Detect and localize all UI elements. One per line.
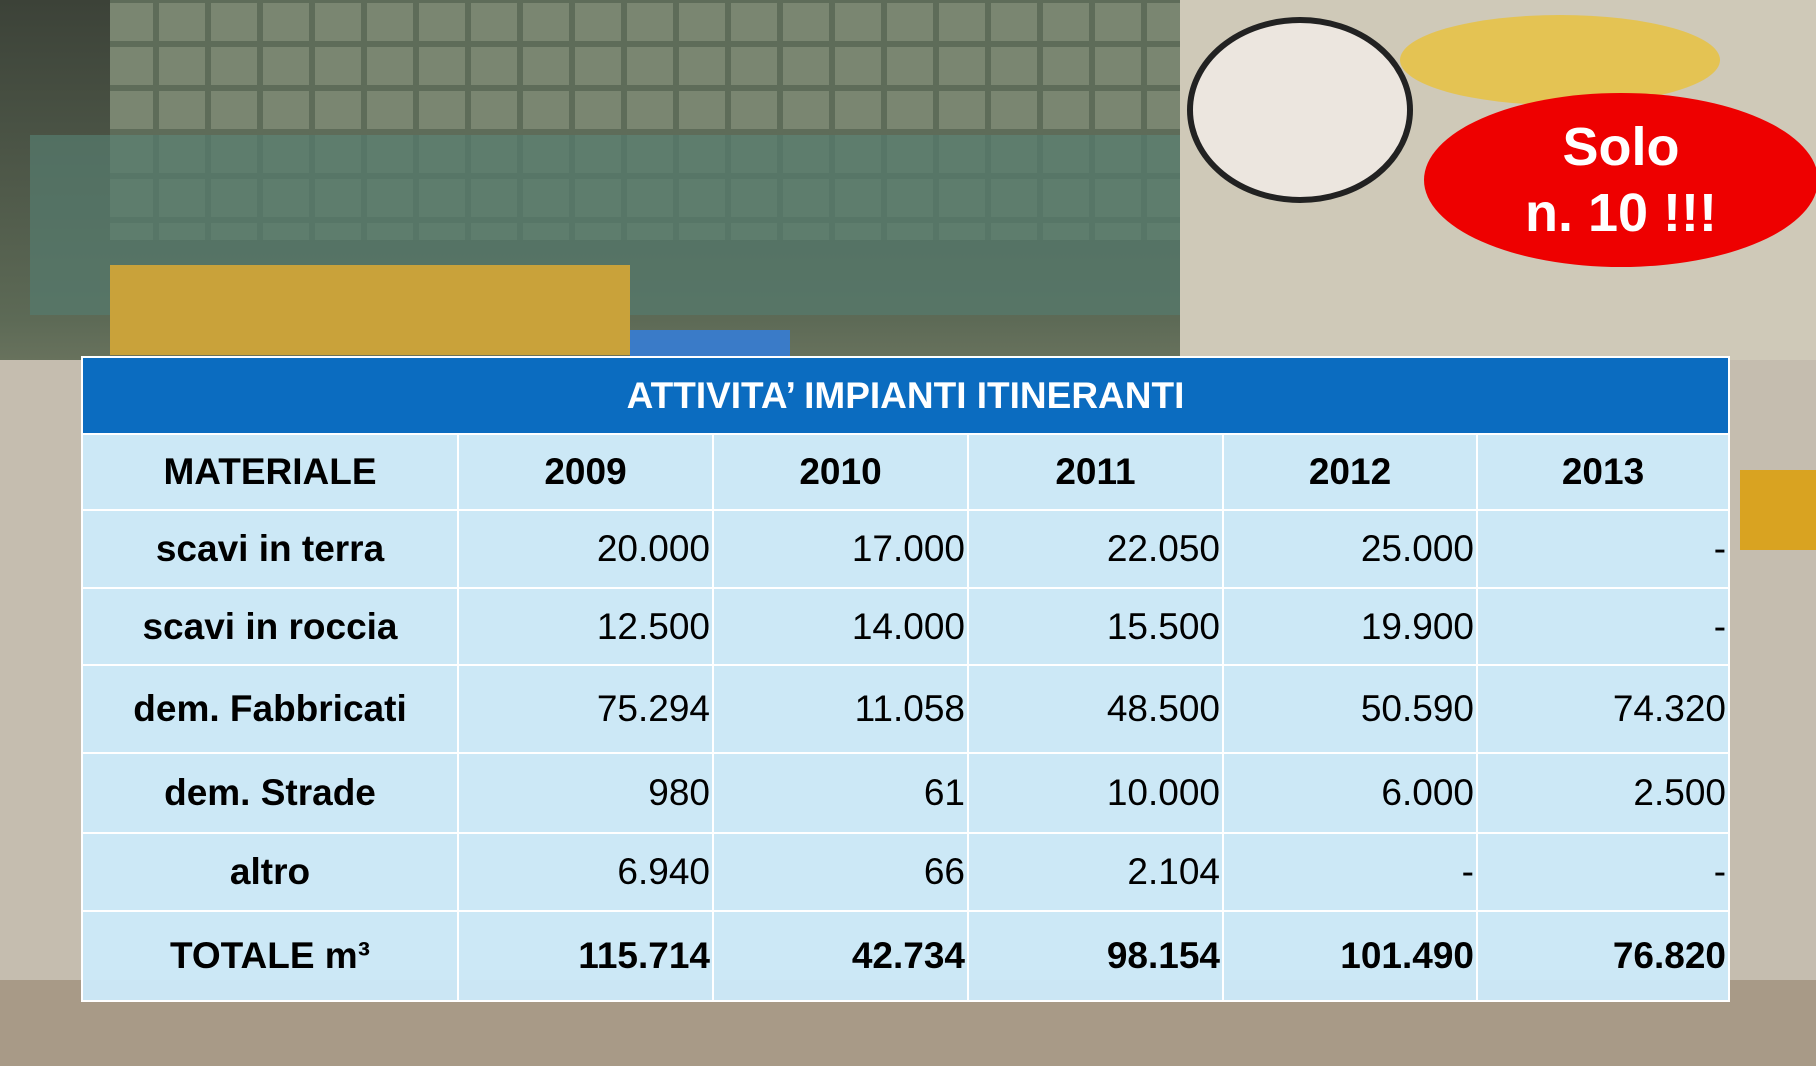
value-cell: 2.104	[967, 832, 1224, 912]
value-cell: 6.940	[457, 832, 714, 912]
total-row: TOTALE m³ 115.714 42.734 98.154 101.490 76.82…	[81, 910, 1731, 1002]
value-cell: 2.500	[1475, 752, 1731, 834]
value-cell: 15.500	[967, 587, 1224, 666]
data-row: dem. Strade 980 61 10.000 6.000 2.500	[81, 752, 1731, 834]
value-cell: 61	[712, 752, 969, 834]
value-cell: 20.000	[457, 509, 714, 589]
value-cell: 19.900	[1222, 587, 1478, 666]
total-cell: 101.490	[1222, 910, 1478, 1002]
header-row: MATERIALE 2009 2010 2011 2012 2013	[81, 433, 1731, 511]
material-cell: altro	[81, 832, 459, 912]
total-cell: 98.154	[967, 910, 1224, 1002]
value-cell: 14.000	[712, 587, 969, 666]
header-cell: 2013	[1475, 433, 1731, 511]
title-row: ATTIVITA’ IMPIANTI ITINERANTI	[80, 356, 1731, 435]
value-cell: -	[1222, 832, 1478, 912]
value-cell: 12.500	[457, 587, 714, 666]
total-cell: 76.820	[1475, 910, 1731, 1002]
value-cell: 25.000	[1222, 509, 1478, 589]
data-row: altro 6.940 66 2.104- -	[81, 832, 1731, 912]
total-cell: 42.734	[712, 910, 969, 1002]
value-cell: -	[1475, 509, 1731, 589]
value-cell: 66	[712, 832, 969, 912]
value-cell: 980	[457, 752, 714, 834]
data-row: scavi in terra 20.000 17.000 22.050 25.000-	[81, 509, 1731, 589]
value-cell: 50.590	[1222, 664, 1478, 754]
value-cell: -	[1475, 587, 1731, 666]
value-cell: 48.500	[967, 664, 1224, 754]
value-cell: 10.000	[967, 752, 1224, 834]
material-cell: scavi in roccia	[81, 587, 459, 666]
material-cell: dem. Strade	[81, 752, 459, 834]
header-cell: 2009	[457, 433, 714, 511]
value-cell: 6.000	[1222, 752, 1478, 834]
badge: Solo n. 10 !!!	[1424, 93, 1816, 267]
header-cell: MATERIALE	[81, 433, 459, 511]
value-cell: 17.000	[712, 509, 969, 589]
value-cell: 74.320	[1475, 664, 1731, 754]
value-cell: 75.294	[457, 664, 714, 754]
value-cell: -	[1475, 832, 1731, 912]
badge-line: n. 10 !!!	[1524, 183, 1717, 243]
material-cell: dem. Fabbricati	[81, 664, 459, 754]
data-row: scavi in roccia 12.500 14.000 15.500 19.900-	[81, 587, 1731, 666]
table-title: ATTIVITA’ IMPIANTI ITINERANTI	[80, 356, 1731, 435]
total-label: TOTALE m³	[81, 910, 459, 1002]
total-cell: 115.714	[457, 910, 714, 1002]
data-row: dem. Fabbricati 75.294 11.058 48.500 50.590 7…	[81, 664, 1731, 754]
header-cell: 2010	[712, 433, 969, 511]
header-cell: 2012	[1222, 433, 1478, 511]
table: ATTIVITA’ IMPIANTI ITINERANTI MATERIALE 2…	[80, 356, 1731, 1002]
value-cell: 22.050	[967, 509, 1224, 589]
material-cell: scavi in terra	[81, 509, 459, 589]
header-cell: 2011	[967, 433, 1224, 511]
value-cell: 11.058	[712, 664, 969, 754]
badge-line: Solo	[1562, 117, 1680, 177]
